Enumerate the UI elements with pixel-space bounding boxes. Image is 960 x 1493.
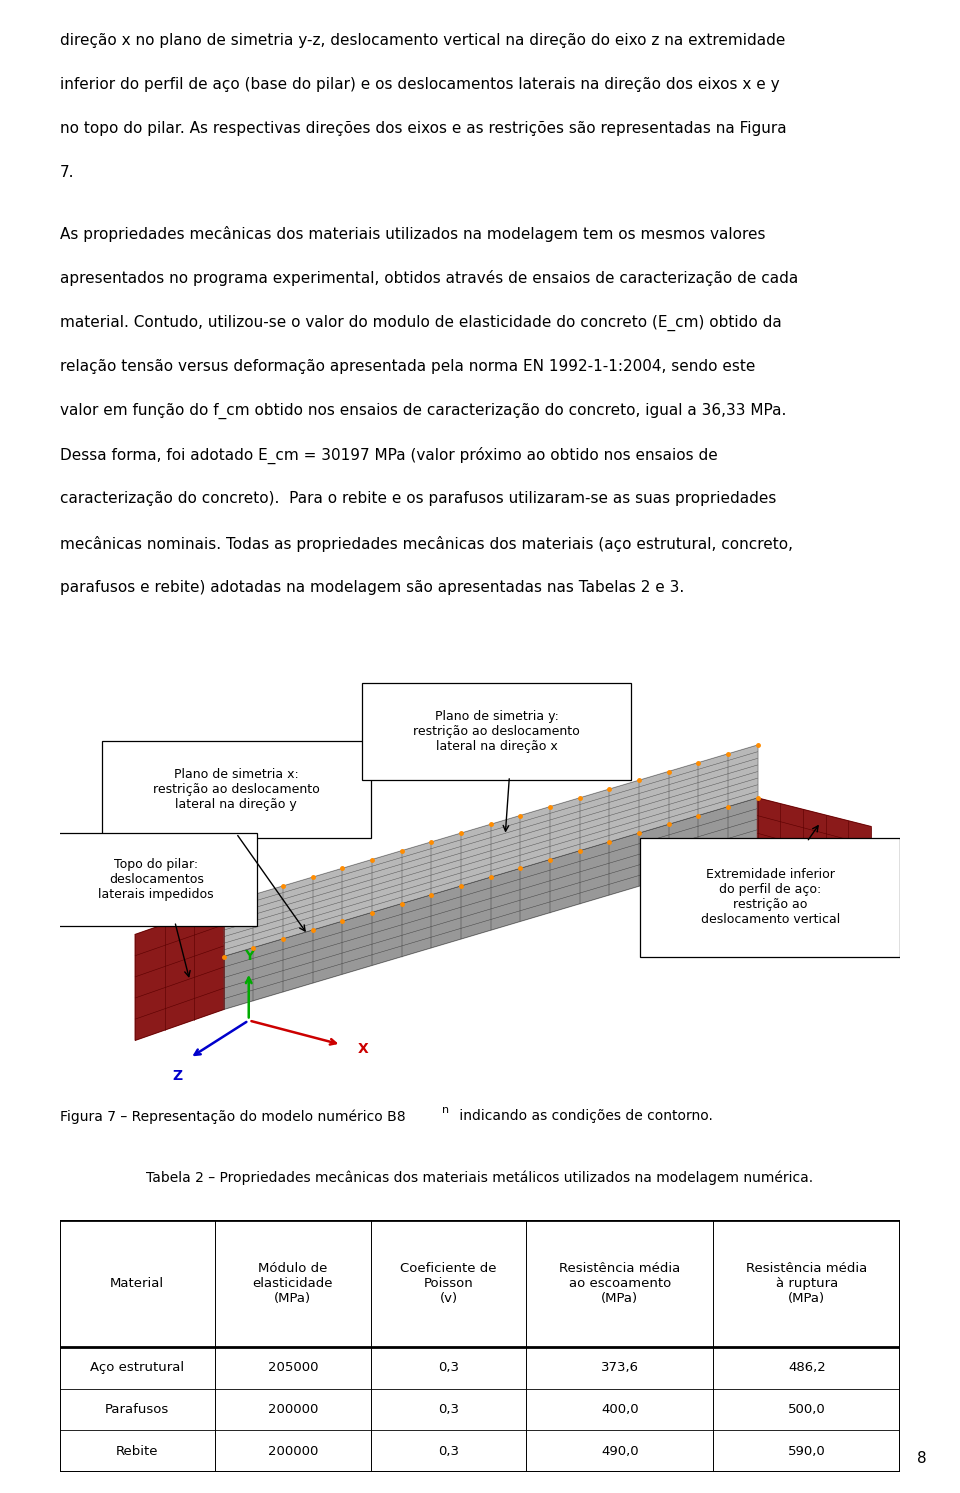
Text: material. Contudo, utilizou-se o valor do modulo de elasticidade do concreto (E_: material. Contudo, utilizou-se o valor d… [60, 315, 781, 331]
Text: Figura 7 – Representação do modelo numérico B8: Figura 7 – Representação do modelo numér… [60, 1109, 405, 1124]
Text: 8: 8 [917, 1451, 926, 1466]
Text: As propriedades mecânicas dos materiais utilizados na modelagem tem os mesmos va: As propriedades mecânicas dos materiais … [60, 225, 765, 242]
Text: Módulo de
elasticidade
(MPa): Módulo de elasticidade (MPa) [252, 1262, 333, 1305]
Polygon shape [224, 797, 757, 1009]
Text: Y: Y [244, 950, 253, 963]
Text: Coeficiente de
Poisson
(v): Coeficiente de Poisson (v) [400, 1262, 496, 1305]
Text: n: n [442, 1105, 448, 1115]
Text: caracterização do concreto).  Para o rebite e os parafusos utilizaram-se as suas: caracterização do concreto). Para o rebi… [60, 491, 776, 506]
Text: direção x no plano de simetria y-z, deslocamento vertical na direção do eixo z n: direção x no plano de simetria y-z, desl… [60, 33, 785, 48]
Text: 0,3: 0,3 [438, 1362, 459, 1374]
Text: 200000: 200000 [268, 1445, 318, 1457]
Text: 400,0: 400,0 [601, 1403, 638, 1415]
Text: apresentados no programa experimental, obtidos através de ensaios de caracteriza: apresentados no programa experimental, o… [60, 270, 798, 287]
Text: parafusos e rebite) adotadas na modelagem são apresentadas nas Tabelas 2 e 3.: parafusos e rebite) adotadas na modelage… [60, 579, 684, 594]
Polygon shape [757, 797, 871, 884]
Text: Plano de simetria x:
restrição ao deslocamento
lateral na direção y: Plano de simetria x: restrição ao desloc… [153, 767, 320, 811]
Text: mecânicas nominais. Todas as propriedades mecânicas dos materiais (aço estrutura: mecânicas nominais. Todas as propriedade… [60, 536, 793, 551]
Text: Parafusos: Parafusos [106, 1403, 169, 1415]
FancyBboxPatch shape [362, 684, 632, 781]
Text: Z: Z [172, 1069, 182, 1082]
Text: Topo do pilar:
deslocamentos
laterais impedidos: Topo do pilar: deslocamentos laterais im… [99, 858, 214, 900]
Text: X: X [358, 1042, 369, 1056]
Text: Resistência média
à ruptura
(MPa): Resistência média à ruptura (MPa) [746, 1262, 868, 1305]
Text: relação tensão versus deformação apresentada pela norma EN 1992-1-1:2004, sendo : relação tensão versus deformação apresen… [60, 358, 755, 373]
FancyBboxPatch shape [639, 838, 900, 957]
Text: 0,3: 0,3 [438, 1403, 459, 1415]
Text: 500,0: 500,0 [788, 1403, 826, 1415]
Text: 486,2: 486,2 [788, 1362, 826, 1374]
Polygon shape [135, 903, 224, 1041]
Text: Material: Material [110, 1277, 164, 1290]
Text: Aço estrutural: Aço estrutural [90, 1362, 184, 1374]
Text: inferior do perfil de aço (base do pilar) e os deslocamentos laterais na direção: inferior do perfil de aço (base do pilar… [60, 78, 780, 93]
Text: Plano de simetria y:
restrição ao deslocamento
lateral na direção x: Plano de simetria y: restrição ao desloc… [414, 711, 580, 754]
FancyBboxPatch shape [56, 833, 257, 926]
Text: Resistência média
ao escoamento
(MPa): Resistência média ao escoamento (MPa) [559, 1262, 681, 1305]
Text: Dessa forma, foi adotado E_cm = 30197 MPa (valor próximo ao obtido nos ensaios d: Dessa forma, foi adotado E_cm = 30197 MP… [60, 446, 717, 464]
Text: 205000: 205000 [268, 1362, 318, 1374]
Text: 200000: 200000 [268, 1403, 318, 1415]
Text: 373,6: 373,6 [601, 1362, 638, 1374]
Polygon shape [224, 745, 757, 957]
FancyBboxPatch shape [102, 741, 371, 838]
Text: Tabela 2 – Propriedades mecânicas dos materiais metálicos utilizados na modelage: Tabela 2 – Propriedades mecânicas dos ma… [147, 1171, 813, 1185]
Text: 590,0: 590,0 [788, 1445, 826, 1457]
Text: valor em função do f_cm obtido nos ensaios de caracterização do concreto, igual : valor em função do f_cm obtido nos ensai… [60, 403, 786, 420]
Text: Extremidade inferior
do perfil de aço:
restrição ao
deslocamento vertical: Extremidade inferior do perfil de aço: r… [701, 867, 840, 926]
Text: indicando as condições de contorno.: indicando as condições de contorno. [455, 1109, 713, 1123]
Text: 490,0: 490,0 [601, 1445, 638, 1457]
Text: Rebite: Rebite [116, 1445, 158, 1457]
Text: no topo do pilar. As respectivas direções dos eixos e as restrições são represen: no topo do pilar. As respectivas direçõe… [60, 121, 786, 136]
Text: 0,3: 0,3 [438, 1445, 459, 1457]
Text: 7.: 7. [60, 166, 74, 181]
